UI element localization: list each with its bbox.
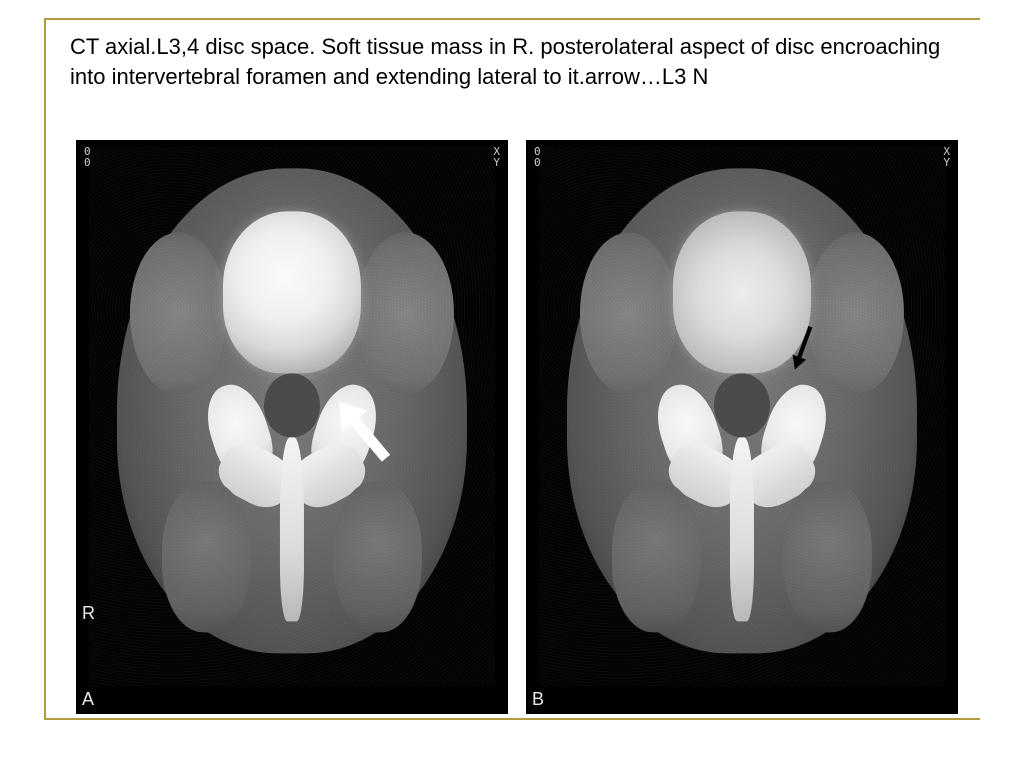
slide-caption: CT axial.L3,4 disc space. Soft tissue ma… (70, 32, 954, 91)
side-marker-r: R (82, 603, 95, 624)
corner-indicator-tr: X Y (943, 146, 950, 168)
corner-indicator-tl: 0 0 (84, 146, 91, 168)
ct-panel-a: 0 0 X Y R A (76, 140, 508, 714)
ct-axial-view-b (526, 140, 958, 714)
panel-letter-b: B (532, 689, 544, 710)
ct-axial-view-a (76, 140, 508, 714)
bottom-rule (44, 718, 980, 720)
corner-indicator-tl: 0 0 (534, 146, 541, 168)
ct-image-row: 0 0 X Y R A 0 0 X Y (76, 140, 958, 714)
panel-letter-a: A (82, 689, 94, 710)
ct-panel-b: 0 0 X Y B (526, 140, 958, 714)
corner-indicator-tr: X Y (493, 146, 500, 168)
